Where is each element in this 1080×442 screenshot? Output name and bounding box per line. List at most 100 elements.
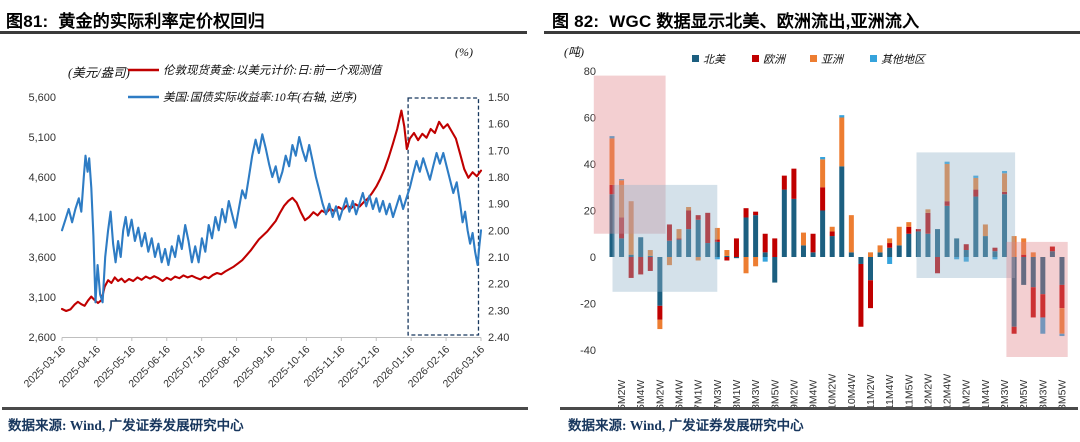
bar-segment: [724, 255, 730, 257]
legend-label: 欧洲: [763, 53, 787, 66]
x-tick-label: 2M5W: [1018, 380, 1030, 410]
bar-segment: [647, 250, 653, 256]
right-data-source: 数据来源: Wind, 广发证券发展研究中心: [568, 418, 804, 433]
bar-segment: [992, 257, 998, 260]
bar-segment: [743, 217, 749, 257]
bar-segment: [800, 245, 806, 258]
bar-segment: [1049, 251, 1055, 257]
bar-segment: [992, 251, 998, 257]
bar-segment: [848, 252, 854, 257]
x-tick-label: 10M2W: [827, 374, 839, 410]
bar-segment: [657, 305, 663, 320]
bar-segment: [820, 159, 826, 188]
bar-segment: [695, 215, 701, 220]
svg-text:3,100: 3,100: [28, 292, 56, 304]
legend-swatch-4: [870, 55, 877, 62]
bar-segment: [925, 233, 931, 257]
bar-segment: [973, 177, 979, 190]
bar-segment: [887, 238, 893, 244]
bar-segment: [848, 215, 854, 253]
stacked-bars: [609, 115, 1065, 337]
bar-segment: [619, 180, 625, 218]
x-tick-label: 7M1W: [693, 380, 705, 410]
legend-swatch-3: [810, 55, 817, 62]
bar-segment: [714, 257, 720, 260]
bar-segment: [858, 263, 864, 327]
bar-segment: [1021, 238, 1027, 255]
bar-segment: [772, 257, 778, 283]
bar-segment: [877, 245, 883, 253]
x-axis-labels: 5M2W 5M4W 6M2W 6M4W 7M1W 7M3W 8M1W 8M3W 8M5W 9M2W…: [616, 374, 1068, 410]
bar-segment: [810, 233, 816, 253]
bar-segment: [666, 240, 672, 257]
legend-label: 北美: [703, 53, 726, 66]
legend-label: 伦敦现货黄金:以美元计价:日:前一个观测值: [163, 64, 383, 77]
bar-segment: [666, 224, 672, 241]
bar-segment: [791, 198, 797, 258]
bar-segment: [628, 201, 634, 255]
bar-segment: [619, 238, 625, 257]
bar-segment: [695, 219, 701, 257]
svg-text:5,600: 5,600: [28, 92, 56, 104]
bar-segment: [867, 257, 873, 281]
bar-segment: [906, 222, 912, 227]
bar-segment: [628, 254, 634, 257]
bar-segment: [647, 255, 653, 257]
bar-segment: [963, 250, 969, 257]
bar-segment: [638, 257, 644, 275]
bar-segment: [944, 201, 950, 206]
bar-segment: [1040, 257, 1046, 295]
wgc-flows-bar-chart: 80 60 40 20 0 -20 -40 (吨) 北美 欧洲 亚洲 其他地区 5M2W 5M4W 6M2W…: [564, 45, 1068, 410]
bar-segment: [714, 241, 720, 257]
bar-segment: [1059, 257, 1065, 285]
bar-segment: [791, 168, 797, 199]
highlight-regions: [593, 75, 1068, 357]
bar-segment: [1011, 257, 1017, 327]
bar-segment: [1021, 257, 1027, 285]
bar-segment: [839, 166, 845, 257]
left-chart-title: 图81: 黄金的实际利率定价权回归: [6, 7, 265, 32]
bar-segment: [1059, 284, 1065, 309]
right-title-text: WGC 数据显示北美、欧洲流出,亚洲流入: [609, 12, 920, 31]
x-tick-label: 12M2W: [922, 374, 934, 410]
x-tick-label: 8M3W: [750, 380, 762, 410]
legend: 北美 欧洲 亚洲 其他地区: [692, 53, 927, 66]
x-tick-label: 12M4W: [942, 374, 954, 410]
bar-segment: [829, 231, 835, 237]
legend-label: 其他地区: [881, 53, 927, 66]
bar-segment: [762, 252, 768, 257]
bar-segment: [743, 257, 749, 274]
bar-segment: [1011, 236, 1017, 257]
bar-segment: [1021, 254, 1027, 257]
gold-price-line: [60, 109, 483, 313]
x-tick-label: 11M2W: [865, 375, 877, 410]
bar-segment: [1002, 194, 1008, 257]
bar-segment: [944, 164, 950, 202]
bar-segment: [1030, 287, 1036, 318]
bar-segment: [925, 212, 931, 234]
x-tick-label: 9M2W: [788, 380, 800, 410]
bar-segment: [867, 280, 873, 309]
bar-segment: [887, 247, 893, 257]
bar-segment: [963, 244, 969, 251]
bar-segment: [800, 232, 806, 246]
bar-segment: [772, 238, 778, 257]
bar-segment: [1011, 326, 1017, 334]
x-tick-label: 8M5W: [769, 380, 781, 410]
bar-segment: [733, 238, 739, 257]
svg-text:80: 80: [584, 66, 596, 78]
x-tick-label: 1M2W: [961, 380, 973, 410]
bar-segment: [781, 189, 787, 257]
svg-text:0: 0: [590, 252, 596, 264]
bar-segment: [762, 233, 768, 253]
bar-segment: [686, 229, 692, 257]
right-footer-rule: [560, 407, 1078, 410]
bar-segment: [666, 257, 672, 266]
bar-segment: [638, 237, 644, 257]
bar-segment: [753, 215, 759, 257]
bar-segment: [619, 217, 625, 239]
bar-segment: [676, 238, 682, 240]
svg-text:5,100: 5,100: [28, 132, 56, 144]
bar-segment: [1040, 294, 1046, 318]
bar-segment: [877, 252, 883, 257]
